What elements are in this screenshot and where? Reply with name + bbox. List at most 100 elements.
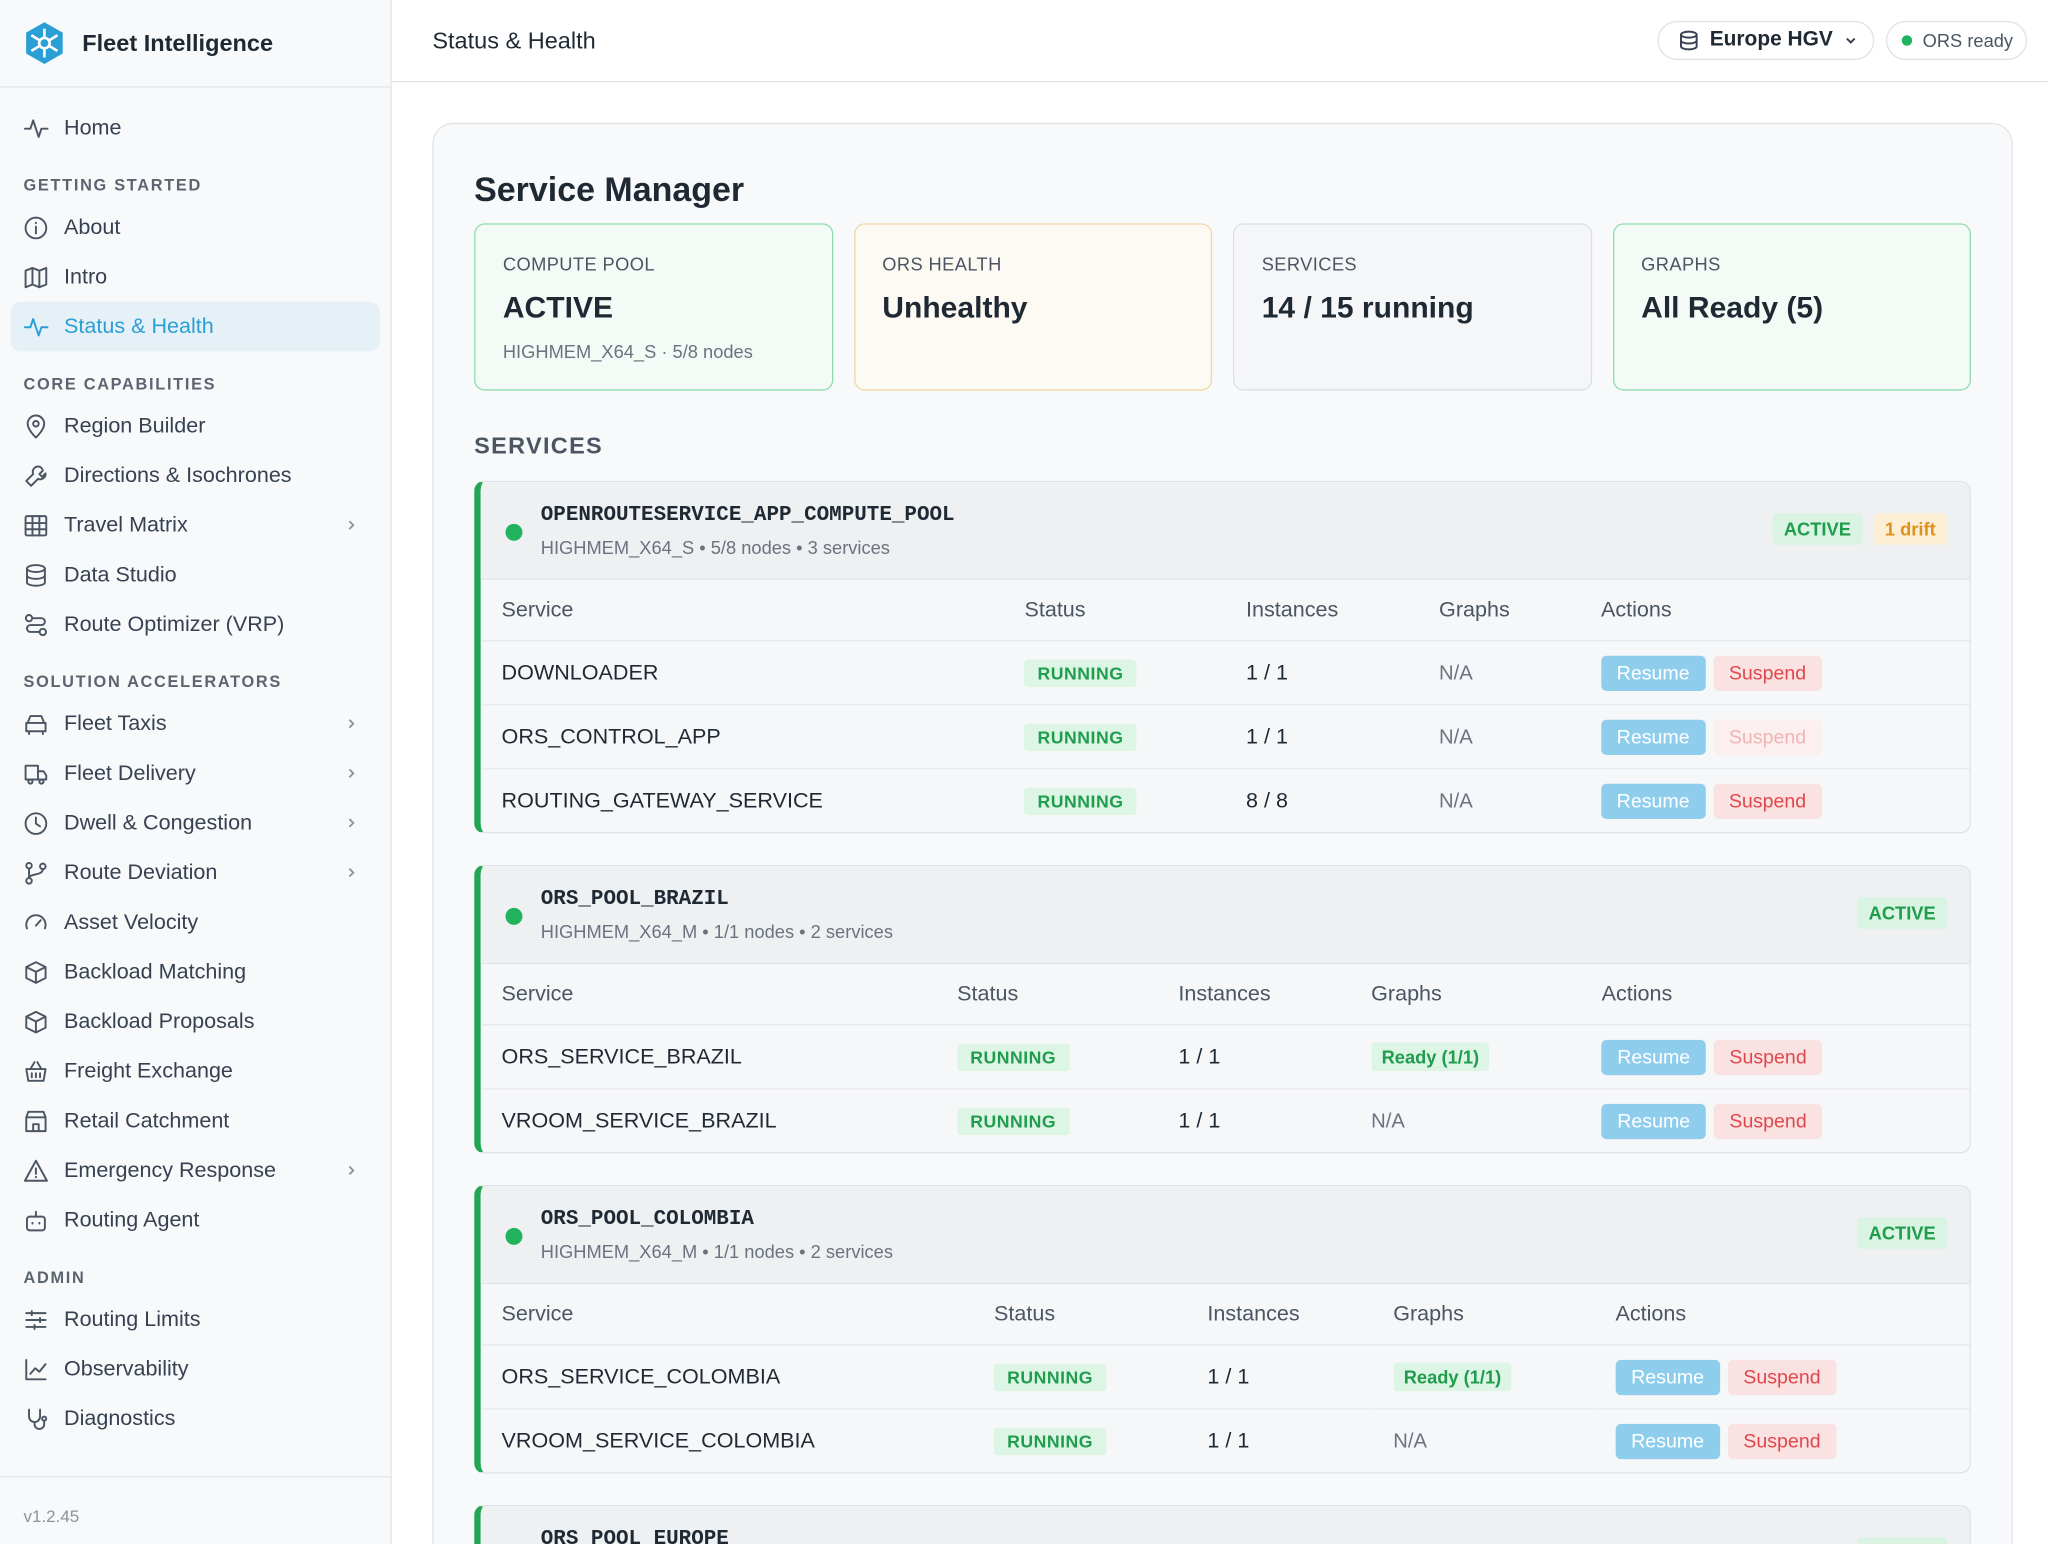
nav-item[interactable]: Freight Exchange — [10, 1046, 380, 1096]
resume-button[interactable]: Resume — [1601, 1039, 1706, 1075]
column-header: Graphs — [1350, 964, 1581, 1026]
nav-item[interactable]: Emergency Response — [10, 1146, 380, 1196]
nav-item[interactable]: Data Studio — [10, 550, 380, 600]
resume-button[interactable]: Resume — [1600, 719, 1706, 755]
nav-icon — [25, 563, 46, 587]
nav-item[interactable]: Observability — [10, 1344, 380, 1394]
suspend-button[interactable]: Suspend — [1727, 1359, 1837, 1395]
nav-item[interactable]: Retail Catchment — [10, 1096, 380, 1146]
card-sub: HIGHMEM_X64_S · 5/8 nodes — [502, 340, 753, 362]
graphs: N/A — [1439, 789, 1473, 812]
pool: ORS_POOL_EUROPE ACTIVE — [474, 1504, 1971, 1544]
table-head: Service Status Instances Graphs Actions — [480, 579, 1970, 642]
chevron — [348, 818, 355, 828]
actions-cell: Resume Suspend — [1581, 1089, 1970, 1152]
resume-button[interactable]: Resume — [1600, 655, 1706, 691]
status-dot — [505, 1227, 523, 1245]
suspend-button[interactable]: Suspend — [1727, 1423, 1837, 1459]
table-head: Service Status Instances Graphs Actions — [480, 964, 1970, 1026]
suspend-button[interactable]: Suspend — [1713, 783, 1822, 819]
nav-icon — [24, 811, 48, 835]
column-header: Instances — [1225, 579, 1419, 642]
status-badge: RUNNING — [957, 1107, 1070, 1135]
nav-item[interactable]: Travel Matrix — [10, 500, 380, 550]
resume-button[interactable]: Resume — [1600, 783, 1706, 819]
card-value: ACTIVE — [502, 289, 614, 324]
region-label: Europe HGV — [1709, 28, 1833, 51]
topbar: Status & Health Europe HGV ORS ready — [391, 0, 2048, 83]
nav-item[interactable]: Fleet Taxis — [10, 699, 380, 749]
status-badge: RUNNING — [1024, 723, 1137, 751]
summary-card: GRAPHS All Ready (5) — [1612, 223, 1971, 391]
status-cell: RUNNING — [936, 1089, 1157, 1152]
resume-button[interactable]: Resume — [1615, 1359, 1720, 1395]
nav-item[interactable]: Fleet Delivery — [10, 749, 380, 799]
summary-card: ORS HEALTH Unhealthy — [853, 223, 1213, 391]
nav-item[interactable]: Dwell & Congestion — [10, 798, 380, 848]
nav-label: Asset Velocity — [63, 909, 199, 934]
nav-icon — [28, 1408, 48, 1430]
chevron — [348, 768, 355, 778]
graphs: N/A — [1393, 1429, 1427, 1452]
graphs-cell: N/A — [1418, 704, 1581, 770]
actions-cell: Resume Suspend — [1580, 769, 1970, 832]
status-cell: RUNNING — [973, 1344, 1187, 1410]
nav-icon — [23, 1159, 48, 1182]
nav-label: Region Builder — [63, 413, 206, 437]
nav-item[interactable]: Intro — [10, 252, 380, 302]
badge: ACTIVE — [1856, 1537, 1948, 1544]
region-selector[interactable]: Europe HGV — [1657, 20, 1875, 61]
nav-icon — [25, 913, 47, 929]
nav-item[interactable]: Backload Proposals — [10, 997, 380, 1047]
nav-item[interactable]: Region Builder — [10, 401, 380, 451]
nav-item[interactable]: Route Optimizer (VRP) — [10, 600, 380, 650]
nav-label: Diagnostics — [63, 1406, 176, 1430]
suspend-button[interactable]: Suspend — [1713, 1039, 1823, 1075]
actions-cell: Resume Suspend — [1580, 1024, 1970, 1090]
db-icon — [1679, 30, 1698, 51]
status-dot — [505, 907, 523, 925]
nav-item[interactable]: Directions & Isochrones — [10, 451, 380, 501]
nav-item[interactable]: Status & Health — [10, 301, 381, 352]
nav-item[interactable]: Routing Limits — [10, 1295, 380, 1345]
nav-item[interactable]: Route Deviation — [10, 848, 380, 898]
pool-meta: HIGHMEM_X64_M • 1/1 nodes • 2 services — [540, 1240, 893, 1262]
status-dot — [505, 523, 523, 541]
nav-icon — [25, 1060, 47, 1082]
graphs-cell: N/A — [1372, 1409, 1594, 1472]
card-value: All Ready (5) — [1641, 289, 1824, 324]
header-row: Service Status Instances Graphs Actions — [480, 1284, 1970, 1346]
card-value: Unhealthy — [882, 289, 1028, 324]
nav-item[interactable]: Asset Velocity — [10, 897, 380, 947]
resume-button[interactable]: Resume — [1601, 1103, 1706, 1139]
instances: 1 / 1 — [1157, 1024, 1351, 1090]
nav-item[interactable]: Routing Agent — [10, 1195, 380, 1245]
nav-icon — [25, 714, 47, 735]
nav-item[interactable]: Backload Matching — [10, 947, 380, 997]
brand: Fleet Intelligence — [0, 0, 391, 88]
nav-item[interactable]: Home — [10, 103, 380, 153]
service-name: VROOM_SERVICE_BRAZIL — [501, 1108, 777, 1132]
nav-item[interactable]: About — [10, 202, 380, 252]
status-cell: RUNNING — [1003, 704, 1226, 770]
nav-label: Directions & Isochrones — [63, 463, 292, 487]
pool-name: ORS_POOL_BRAZIL — [540, 886, 729, 911]
nav-item[interactable]: Diagnostics — [10, 1394, 380, 1444]
pool-badges: ACTIVE — [1856, 897, 1948, 929]
service-name: ROUTING_GATEWAY_SERVICE — [501, 788, 823, 812]
graphs: N/A — [1439, 661, 1473, 684]
nav-label: Observability — [63, 1356, 189, 1381]
suspend-button[interactable]: Suspend — [1713, 1103, 1823, 1139]
graphs-cell: Ready (1/1) — [1350, 1024, 1581, 1090]
column-header: Service — [480, 964, 937, 1026]
suspend-button[interactable]: Suspend — [1713, 655, 1822, 691]
service-row: ROUTING_GATEWAY_SERVICE RUNNING 8 / 8 N/A Re… — [481, 769, 1970, 832]
resume-button[interactable]: Resume — [1615, 1423, 1720, 1459]
section-title: Service Manager — [474, 169, 745, 210]
table-body: ORS_SERVICE_BRAZIL RUNNING 1 / 1 Ready (1/1… — [480, 1024, 1970, 1152]
status-badge: RUNNING — [1024, 659, 1137, 687]
status-cell: RUNNING — [973, 1409, 1186, 1472]
chevron — [1846, 37, 1856, 44]
chevron — [348, 868, 355, 878]
services-table: Service Status Instances Graphs Actions DOWNL… — [480, 579, 1970, 832]
